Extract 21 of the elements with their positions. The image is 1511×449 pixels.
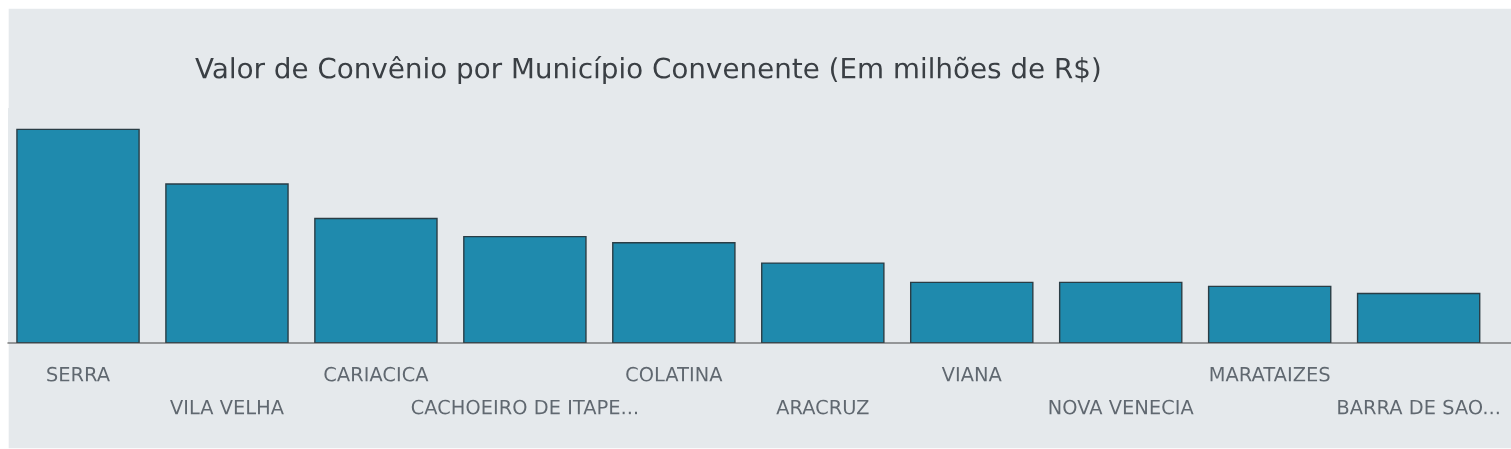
- x-tick-label: CACHOEIRO DE ITAPE...: [411, 399, 638, 415]
- bar: [1207, 285, 1332, 343]
- x-tick-label: CARIACICA: [324, 366, 429, 382]
- bar: [612, 242, 736, 343]
- bar: [314, 217, 438, 343]
- x-tick-label: SERRA: [47, 366, 110, 382]
- x-tick-label: NOVA VENECIA: [1049, 399, 1194, 415]
- chart-title: Valor de Convênio por Município Convenente (Em milhões de R$): [195, 56, 1100, 84]
- x-tick-label: VIANA: [941, 367, 1002, 382]
- x-tick-label: BARRA DE SAO...: [1338, 399, 1499, 415]
- bar: [165, 183, 289, 343]
- x-tick-label: ARACRUZ: [776, 399, 869, 415]
- x-tick-label: VILA VELHA: [170, 399, 284, 415]
- bar: [463, 235, 587, 343]
- x-tick-label: COLATINA: [626, 366, 723, 382]
- bar: [761, 262, 885, 343]
- bar: [1356, 292, 1481, 343]
- bar: [16, 128, 140, 343]
- bar: [909, 281, 1034, 343]
- x-tick-label: MARATAIZES: [1210, 366, 1330, 382]
- bar: [1058, 281, 1183, 343]
